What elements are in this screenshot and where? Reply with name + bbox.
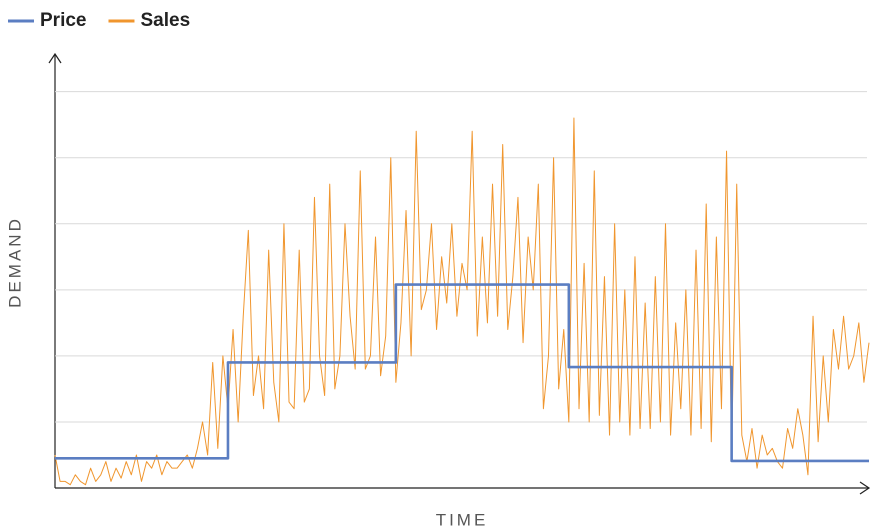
legend-label: Price [40,10,86,31]
legend-label: Sales [140,10,190,31]
series-line [55,283,869,463]
x-axis-arrow [859,481,871,495]
x-axis-title: TIME [436,510,489,529]
series-line [54,117,870,486]
y-axis-arrow [48,52,62,64]
y-axis-title: DEMAND [5,216,24,308]
